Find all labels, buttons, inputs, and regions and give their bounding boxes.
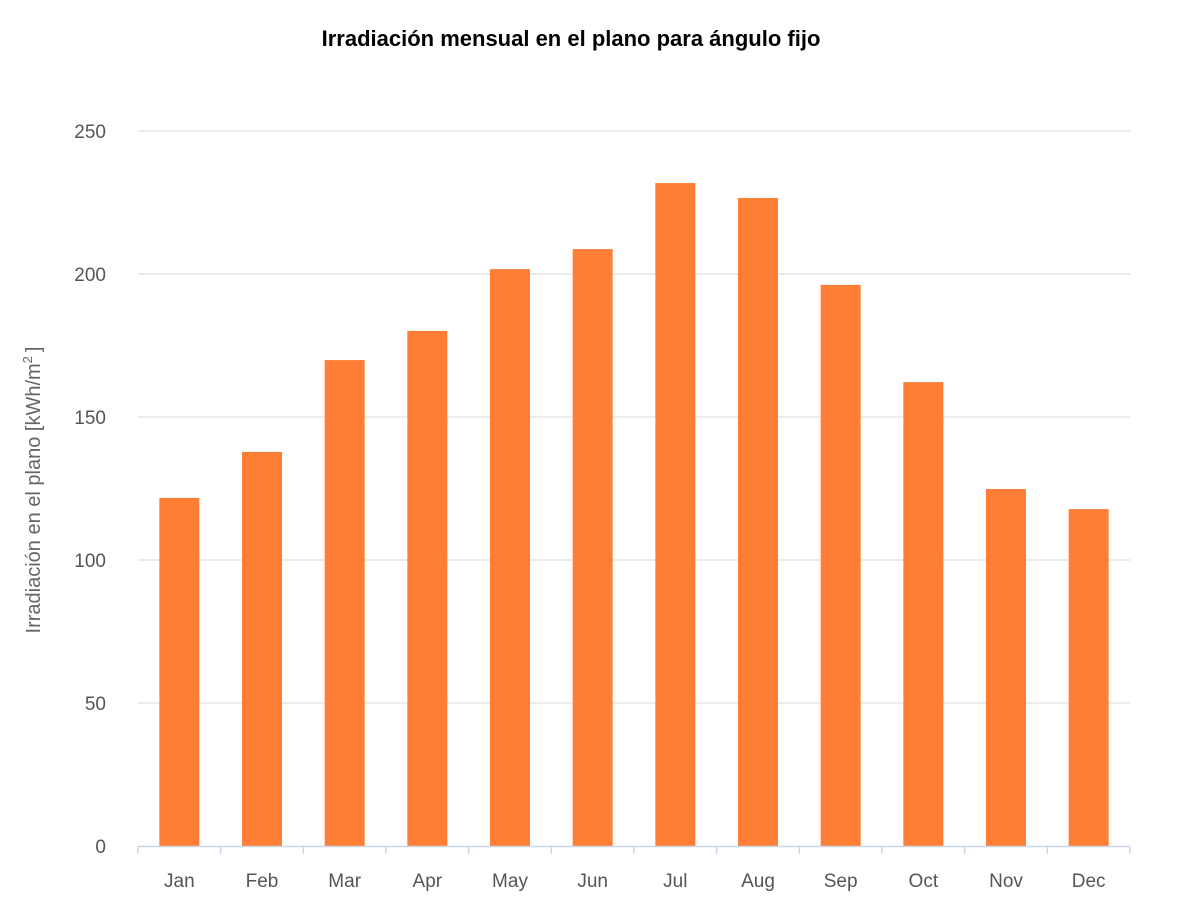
bar-oct[interactable] bbox=[903, 382, 944, 846]
x-tick-label: Mar bbox=[328, 871, 361, 892]
x-tick-label: Jun bbox=[577, 871, 608, 892]
y-tick-label: 50 bbox=[85, 694, 106, 715]
gridlines bbox=[138, 130, 1130, 704]
bar-mar[interactable] bbox=[324, 360, 365, 846]
bar-jul[interactable] bbox=[655, 183, 696, 846]
x-tick-label: Feb bbox=[246, 871, 279, 892]
bar-dec[interactable] bbox=[1068, 509, 1109, 846]
y-axis-label: Irradiación en el plano [kWh/m2] bbox=[20, 347, 45, 634]
x-axis: Jan Feb Mar Apr May Jun Jul Aug Sep Oct Nov Dec bbox=[137, 845, 1131, 892]
chart-title: Irradiación mensual en el plano para áng… bbox=[322, 26, 821, 51]
x-tick-label: Sep bbox=[824, 871, 858, 892]
y-tick-labels: 0 50 100 150 200 250 bbox=[74, 122, 106, 858]
x-tick-label: Aug bbox=[741, 871, 775, 892]
bar-sep[interactable] bbox=[820, 284, 861, 846]
bar-feb[interactable] bbox=[242, 451, 282, 846]
y-tick-label: 250 bbox=[74, 122, 106, 143]
y-tick-label: 200 bbox=[74, 265, 106, 286]
bar-jun[interactable] bbox=[572, 249, 613, 847]
x-tick-label: Oct bbox=[909, 871, 939, 892]
bar-jan[interactable] bbox=[159, 497, 200, 846]
x-tick-label: May bbox=[492, 871, 528, 892]
y-tick-label: 150 bbox=[74, 408, 106, 429]
bars bbox=[159, 183, 1109, 847]
x-tick-label: Nov bbox=[989, 871, 1023, 892]
y-tick-label: 0 bbox=[95, 837, 106, 858]
x-tick-label: Jan bbox=[164, 871, 195, 892]
x-tick-label: Dec bbox=[1072, 871, 1106, 892]
y-axis-label-close: ] bbox=[23, 347, 45, 353]
bar-aug[interactable] bbox=[738, 197, 778, 846]
bar-apr[interactable] bbox=[407, 330, 448, 846]
bar-may[interactable] bbox=[490, 269, 530, 846]
y-axis-label-text: Irradiación en el plano [kWh/m bbox=[23, 363, 45, 633]
y-axis-label-sup: 2 bbox=[20, 356, 35, 363]
y-tick-label: 100 bbox=[74, 551, 106, 572]
bar-nov[interactable] bbox=[986, 489, 1026, 846]
x-tick-label: Jul bbox=[663, 871, 687, 892]
x-tick-label: Apr bbox=[413, 871, 443, 892]
